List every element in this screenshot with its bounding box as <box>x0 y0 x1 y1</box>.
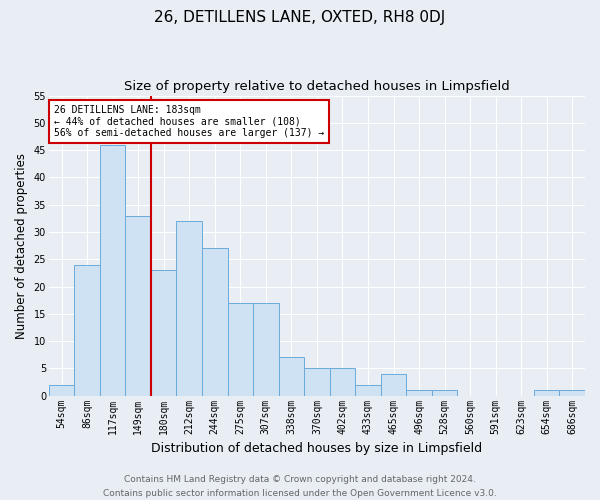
Y-axis label: Number of detached properties: Number of detached properties <box>15 152 28 338</box>
Bar <box>329 368 355 396</box>
Bar <box>227 303 253 396</box>
Text: 26, DETILLENS LANE, OXTED, RH8 0DJ: 26, DETILLENS LANE, OXTED, RH8 0DJ <box>154 10 446 25</box>
Bar <box>534 390 559 396</box>
Bar <box>355 384 381 396</box>
Bar <box>176 221 202 396</box>
Text: Contains HM Land Registry data © Crown copyright and database right 2024.
Contai: Contains HM Land Registry data © Crown c… <box>103 476 497 498</box>
Bar <box>381 374 406 396</box>
Bar <box>278 358 304 396</box>
Bar <box>74 264 100 396</box>
Bar <box>49 384 74 396</box>
Bar <box>202 248 227 396</box>
Bar <box>559 390 585 396</box>
Bar <box>253 303 278 396</box>
Bar <box>406 390 432 396</box>
Title: Size of property relative to detached houses in Limpsfield: Size of property relative to detached ho… <box>124 80 510 93</box>
Bar <box>151 270 176 396</box>
Bar <box>100 144 125 396</box>
Bar <box>125 216 151 396</box>
Bar <box>304 368 329 396</box>
X-axis label: Distribution of detached houses by size in Limpsfield: Distribution of detached houses by size … <box>151 442 482 455</box>
Text: 26 DETILLENS LANE: 183sqm
← 44% of detached houses are smaller (108)
56% of semi: 26 DETILLENS LANE: 183sqm ← 44% of detac… <box>54 104 325 138</box>
Bar <box>432 390 457 396</box>
